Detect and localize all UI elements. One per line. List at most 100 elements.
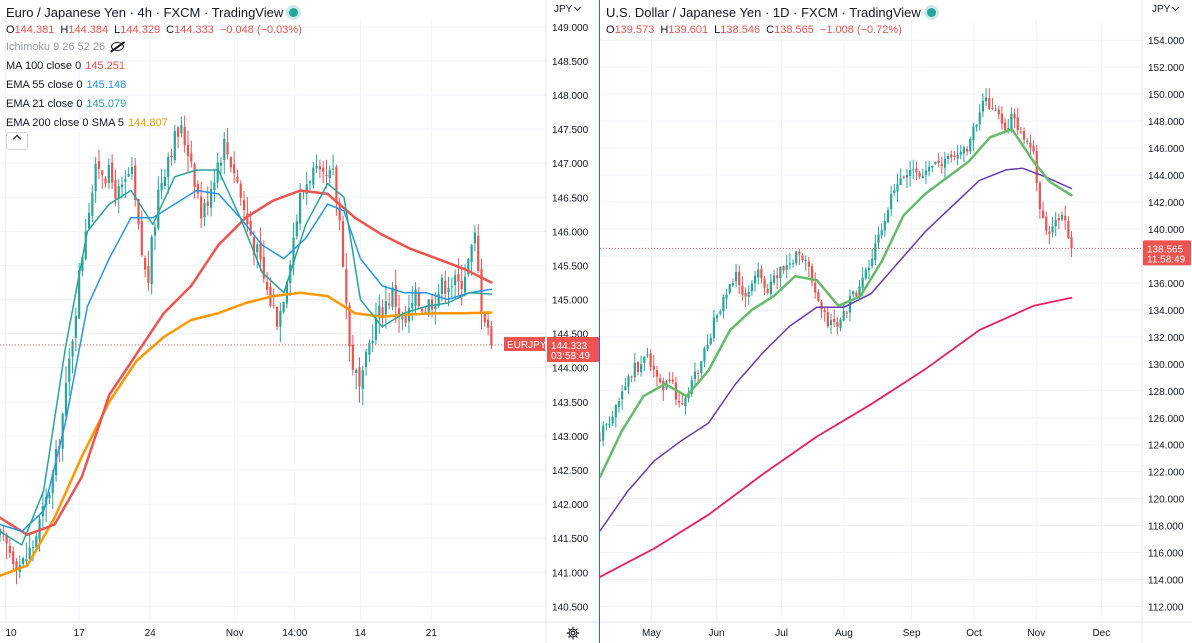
y-tick-label: 141.500 — [552, 534, 589, 545]
candle-body — [140, 221, 143, 256]
candle — [266, 271, 269, 296]
candle-body — [209, 188, 213, 208]
candle-body — [81, 257, 84, 271]
candle — [912, 159, 915, 180]
candle — [833, 309, 836, 328]
candle-body — [912, 169, 915, 171]
eurjpy-currency-label: JPY — [554, 4, 573, 15]
candle-body — [826, 312, 829, 327]
candle-body — [918, 172, 921, 177]
candle-body — [871, 258, 874, 267]
legend-ma100[interactable]: MA 100 close 0 145.251 — [6, 60, 125, 72]
candle — [252, 230, 256, 266]
candle — [934, 161, 937, 165]
candle-body — [902, 176, 905, 178]
usdjpy-currency-button[interactable]: JPY — [1152, 3, 1180, 15]
candle-body — [633, 362, 636, 378]
candle — [1016, 107, 1019, 135]
candle — [1041, 201, 1045, 219]
candle — [997, 105, 1000, 120]
candle — [196, 180, 199, 199]
candle-body — [404, 314, 407, 323]
x-tick-label: Dec — [1092, 628, 1110, 639]
legend-collapse-button[interactable] — [6, 132, 28, 150]
legend-ichimoku[interactable]: Ichimoku 9 26 52 26 — [6, 41, 125, 53]
candle — [600, 432, 602, 442]
price-axis[interactable]: 149.000 148.500 148.000 147.500 147.000 146.5… — [504, 0, 599, 643]
candle-body — [315, 165, 318, 169]
usdjpy-chart-pane[interactable]: 154.000 152.000 150.000 148.000 146.000 144.0… — [600, 0, 1192, 643]
y-tick-label: 146.000 — [1148, 144, 1185, 155]
gear-icon[interactable] — [566, 626, 580, 640]
x-tick-label: May — [642, 628, 661, 639]
candle-body — [78, 270, 81, 319]
candle-body — [1060, 214, 1064, 220]
candle — [25, 542, 28, 568]
ema200-line — [0, 291, 493, 577]
candle-body — [804, 260, 807, 262]
candle-body — [950, 154, 953, 158]
legend-ema55[interactable]: EMA 55 close 0 145.148 — [6, 79, 126, 91]
candle — [384, 285, 387, 329]
y-tick-label: 143.500 — [552, 398, 589, 409]
candle — [734, 263, 738, 288]
candle — [21, 556, 25, 568]
legend-ema200[interactable]: EMA 200 close 0 SMA 5 144.807 — [6, 117, 168, 129]
candle-body — [801, 255, 804, 261]
candle — [757, 262, 760, 285]
time-axis[interactable]: May Jun Jul Aug Sep Oct Nov Dec — [600, 621, 1192, 639]
candle — [880, 223, 883, 239]
candle — [490, 321, 493, 350]
candle-body — [21, 558, 25, 565]
candle — [719, 309, 722, 316]
candle-body — [956, 154, 959, 159]
candle-body — [345, 269, 348, 304]
y-tick-label: 144.500 — [552, 330, 589, 341]
candle-body — [361, 370, 364, 390]
candle — [928, 160, 931, 177]
eurjpy-chart[interactable]: 149.000 148.500 148.000 147.500 147.000 146.5… — [0, 0, 600, 643]
candle — [782, 265, 785, 274]
candle — [753, 271, 757, 292]
candle-body — [295, 221, 298, 237]
legend-ema21[interactable]: EMA 21 close 0 145.079 — [6, 98, 126, 110]
eurjpy-currency-button[interactable]: JPY — [554, 3, 582, 15]
candle-body — [437, 293, 440, 307]
candle — [1003, 117, 1007, 131]
candle-body — [719, 311, 722, 314]
candle-body — [114, 180, 117, 199]
candle — [1070, 231, 1073, 258]
ohlc-high-label: H — [60, 24, 69, 36]
time-axis[interactable]: 10 17 24 Nov 14:00 14 21 — [0, 621, 600, 639]
eurjpy-chart-pane[interactable]: 149.000 148.500 148.000 147.500 147.000 146.5… — [0, 0, 600, 643]
usdjpy-chart[interactable]: 154.000 152.000 150.000 148.000 146.000 144.0… — [600, 0, 1192, 643]
legend-ichimoku-label: Ichimoku 9 26 52 26 — [6, 41, 106, 53]
candle — [1067, 216, 1070, 240]
candle-body — [972, 126, 975, 141]
candle-body — [899, 178, 902, 186]
candle-body — [617, 401, 621, 407]
candle-body — [463, 276, 467, 293]
candle-body — [836, 322, 839, 327]
hidden-eye-icon[interactable] — [111, 42, 125, 51]
candle-body — [371, 341, 374, 344]
candle — [368, 339, 371, 363]
candle — [741, 276, 744, 301]
y-tick-label: 140.500 — [552, 602, 589, 613]
candle — [381, 299, 384, 329]
candle — [1019, 127, 1023, 135]
price-axis[interactable]: 154.000 152.000 150.000 148.000 146.000 144.0… — [1141, 0, 1191, 643]
candle-body — [937, 160, 940, 164]
usdjpy-currency-label: JPY — [1152, 4, 1171, 15]
candle — [798, 249, 801, 265]
candle — [153, 222, 157, 251]
candle — [602, 421, 605, 447]
candle-body — [807, 261, 810, 267]
candle-body — [104, 178, 107, 184]
candle — [867, 259, 871, 280]
candle-body — [279, 310, 282, 327]
candle — [256, 242, 259, 269]
y-tick-label: 144.000 — [1148, 171, 1185, 182]
candle-body — [953, 155, 956, 157]
green-ma-line — [600, 127, 1073, 479]
